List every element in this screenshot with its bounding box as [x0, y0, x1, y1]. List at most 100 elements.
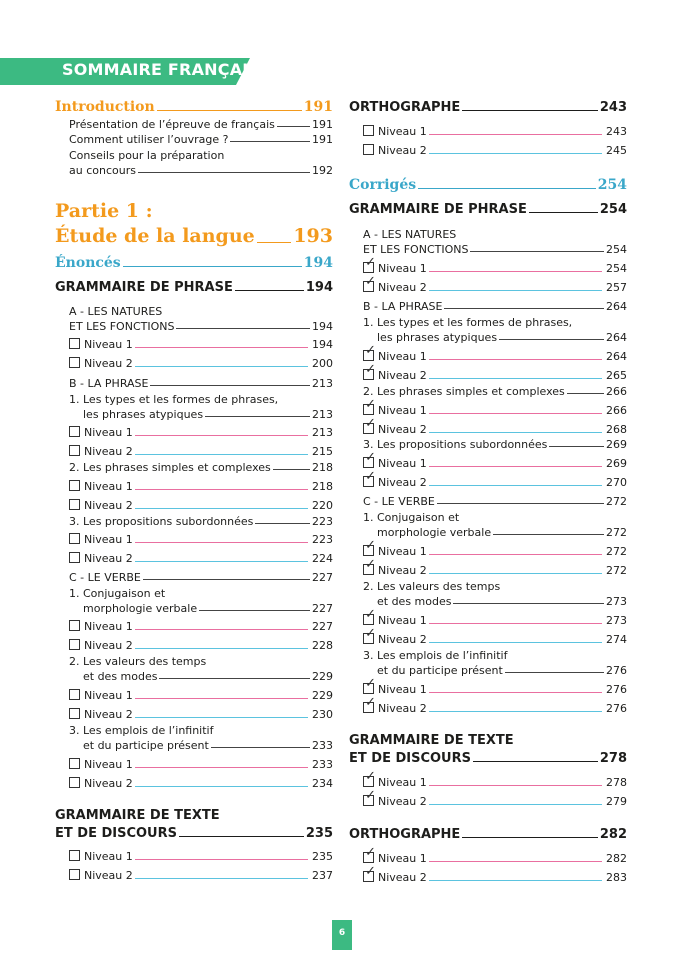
- niveau-1-row[interactable]: ✓ Niveau 1 264: [363, 343, 627, 363]
- checkbox-icon[interactable]: [69, 777, 80, 788]
- checkbox-icon[interactable]: [69, 338, 80, 349]
- checkbox-icon[interactable]: [69, 357, 80, 368]
- niveau-2-row[interactable]: Niveau 2 228: [69, 639, 333, 652]
- corriges-entry[interactable]: Corrigés 254: [349, 177, 627, 193]
- types-entry[interactable]: les phrases atypiques 264: [377, 331, 627, 344]
- intro-item-3[interactable]: au concours 192: [69, 164, 333, 177]
- subordonnees-entry[interactable]: 3. Les propositions subordonnées 269: [363, 438, 627, 451]
- valeurs-entry[interactable]: et des modes 229: [83, 670, 333, 683]
- niveau-2-row[interactable]: ✓ Niveau 2 276: [363, 695, 627, 715]
- checkbox-icon[interactable]: [69, 708, 80, 719]
- checkbox-icon[interactable]: [69, 499, 80, 510]
- checkbox-icon[interactable]: [69, 850, 80, 861]
- niveau-2-row[interactable]: Niveau 2 237: [69, 869, 333, 882]
- niveau-2-row[interactable]: ✓ Niveau 2 283: [363, 864, 627, 884]
- valeurs-entry[interactable]: et des modes 273: [377, 595, 627, 608]
- enonces-entry[interactable]: Énoncés 194: [55, 255, 333, 271]
- partie-entry[interactable]: Étude de la langue 193: [55, 225, 333, 247]
- verbe-entry[interactable]: C - LE VERBE 272: [363, 495, 627, 508]
- checkbox-icon[interactable]: [69, 533, 80, 544]
- niveau-2-row[interactable]: Niveau 2 234: [69, 777, 333, 790]
- checkbox-icon[interactable]: [363, 144, 374, 155]
- orthographe-entry[interactable]: ORTHOGRAPHE 243: [349, 100, 627, 115]
- checkbox-icon[interactable]: ✓: [363, 450, 376, 468]
- niveau-2-row[interactable]: ✓ Niveau 2 268: [363, 416, 627, 436]
- niveau-1-row[interactable]: Niveau 1 243: [363, 125, 627, 138]
- checkbox-icon[interactable]: [69, 480, 80, 491]
- checkbox-icon[interactable]: [69, 620, 80, 631]
- checkbox-icon[interactable]: ✓: [363, 676, 376, 694]
- checkbox-icon[interactable]: ✓: [363, 416, 376, 434]
- checkbox-icon[interactable]: ✓: [363, 557, 376, 575]
- niveau-1-row[interactable]: ✓ Niveau 1 282: [363, 845, 627, 865]
- niveau-2-row[interactable]: ✓ Niveau 2 279: [363, 788, 627, 808]
- checkbox-icon[interactable]: ✓: [363, 362, 376, 380]
- niveau-1-row[interactable]: Niveau 1 218: [69, 480, 333, 493]
- checkbox-icon[interactable]: ✓: [363, 343, 376, 361]
- niveau-1-row[interactable]: ✓ Niveau 1 278: [363, 769, 627, 789]
- niveau-1-row[interactable]: ✓ Niveau 1 272: [363, 538, 627, 558]
- checkbox-icon[interactable]: ✓: [363, 864, 376, 882]
- niveau-1-row[interactable]: ✓ Niveau 1 254: [363, 255, 627, 275]
- introduction-entry[interactable]: Introduction 191: [55, 99, 333, 115]
- niveau-2-row[interactable]: ✓ Niveau 2 270: [363, 469, 627, 489]
- grammaire-phrase-entry[interactable]: GRAMMAIRE DE PHRASE 254: [349, 202, 627, 217]
- niveau-2-row[interactable]: ✓ Niveau 2 257: [363, 274, 627, 294]
- niveau-2-row[interactable]: Niveau 2 224: [69, 552, 333, 565]
- checkbox-icon[interactable]: [69, 689, 80, 700]
- simples-entry[interactable]: 2. Les phrases simples et complexes 218: [69, 461, 333, 474]
- natures-entry[interactable]: ET LES FONCTIONS 194: [69, 320, 333, 333]
- infinitif-entry[interactable]: et du participe présent 233: [83, 739, 333, 752]
- niveau-2-row[interactable]: Niveau 2 220: [69, 499, 333, 512]
- types-entry[interactable]: les phrases atypiques 213: [83, 408, 333, 421]
- intro-item-2[interactable]: Comment utiliser l’ouvrage ? 191: [69, 133, 333, 146]
- checkbox-icon[interactable]: [69, 552, 80, 563]
- niveau-2-row[interactable]: Niveau 2 200: [69, 357, 333, 370]
- niveau-1-row[interactable]: Niveau 1 223: [69, 533, 333, 546]
- checkbox-icon[interactable]: ✓: [363, 397, 376, 415]
- niveau-2-row[interactable]: Niveau 2 215: [69, 445, 333, 458]
- checkbox-icon[interactable]: ✓: [363, 695, 376, 713]
- verbe-entry[interactable]: C - LE VERBE 227: [69, 571, 333, 584]
- checkbox-icon[interactable]: ✓: [363, 607, 376, 625]
- checkbox-icon[interactable]: [69, 869, 80, 880]
- niveau-1-row[interactable]: ✓ Niveau 1 269: [363, 450, 627, 470]
- checkbox-icon[interactable]: ✓: [363, 469, 376, 487]
- phrase-entry[interactable]: B - LA PHRASE 213: [69, 377, 333, 390]
- niveau-1-row[interactable]: Niveau 1 227: [69, 620, 333, 633]
- checkbox-icon[interactable]: [69, 426, 80, 437]
- niveau-1-row[interactable]: Niveau 1 235: [69, 850, 333, 863]
- checkbox-icon[interactable]: ✓: [363, 274, 376, 292]
- grammaire-phrase-entry[interactable]: GRAMMAIRE DE PHRASE 194: [55, 280, 333, 295]
- niveau-2-row[interactable]: ✓ Niveau 2 265: [363, 362, 627, 382]
- niveau-1-row[interactable]: Niveau 1 233: [69, 758, 333, 771]
- niveau-1-row[interactable]: ✓ Niveau 1 266: [363, 397, 627, 417]
- niveau-2-row[interactable]: Niveau 2 245: [363, 144, 627, 157]
- niveau-1-row[interactable]: Niveau 1 213: [69, 426, 333, 439]
- checkbox-icon[interactable]: [69, 758, 80, 769]
- niveau-1-row[interactable]: Niveau 1 229: [69, 689, 333, 702]
- niveau-1-row[interactable]: ✓ Niveau 1 273: [363, 607, 627, 627]
- checkbox-icon[interactable]: ✓: [363, 538, 376, 556]
- grammaire-texte-entry[interactable]: ET DE DISCOURS 235: [55, 826, 333, 841]
- checkbox-icon[interactable]: ✓: [363, 845, 376, 863]
- checkbox-icon[interactable]: [69, 445, 80, 456]
- niveau-1-row[interactable]: ✓ Niveau 1 276: [363, 676, 627, 696]
- subordonnees-entry[interactable]: 3. Les propositions subordonnées 223: [69, 515, 333, 528]
- infinitif-entry[interactable]: et du participe présent 276: [377, 664, 627, 677]
- checkbox-icon[interactable]: ✓: [363, 769, 376, 787]
- intro-item-1[interactable]: Présentation de l’épreuve de français 191: [69, 118, 333, 131]
- checkbox-icon[interactable]: ✓: [363, 788, 376, 806]
- checkbox-icon[interactable]: ✓: [363, 255, 376, 273]
- niveau-2-row[interactable]: ✓ Niveau 2 272: [363, 557, 627, 577]
- simples-entry[interactable]: 2. Les phrases simples et complexes 266: [363, 385, 627, 398]
- checkbox-icon[interactable]: [363, 125, 374, 136]
- conjugaison-entry[interactable]: morphologie verbale 272: [377, 526, 627, 539]
- grammaire-texte-entry[interactable]: ET DE DISCOURS 278: [349, 751, 627, 766]
- orthographe-entry[interactable]: ORTHOGRAPHE 282: [349, 827, 627, 842]
- niveau-2-row[interactable]: ✓ Niveau 2 274: [363, 626, 627, 646]
- niveau-2-row[interactable]: Niveau 2 230: [69, 708, 333, 721]
- niveau-1-row[interactable]: Niveau 1 194: [69, 338, 333, 351]
- checkbox-icon[interactable]: ✓: [363, 626, 376, 644]
- phrase-entry[interactable]: B - LA PHRASE 264: [363, 300, 627, 313]
